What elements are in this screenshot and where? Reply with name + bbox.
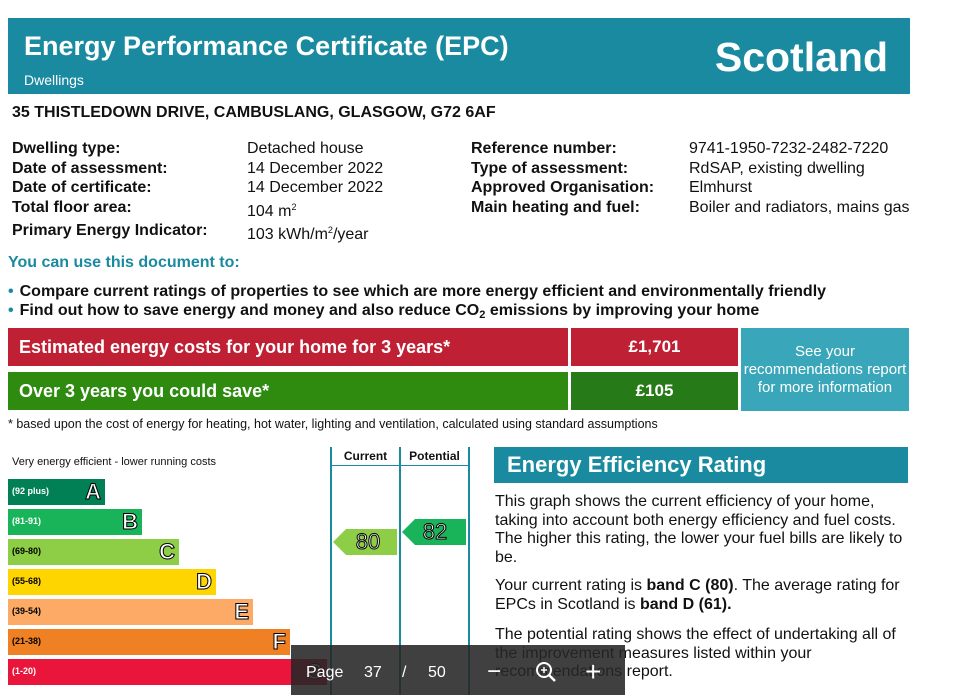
detail-row: Date of certificate: 14 December 2022 bbox=[12, 178, 383, 198]
band-letter: E bbox=[234, 599, 250, 625]
detail-label: Date of assessment: bbox=[12, 159, 168, 177]
column-divider bbox=[330, 447, 332, 695]
zoom-out-button[interactable]: − bbox=[487, 658, 502, 685]
detail-row: Main heating and fuel: Boiler and radiat… bbox=[471, 198, 911, 218]
detail-value: Elmhurst bbox=[689, 179, 753, 196]
certificate-subtitle: Dwellings bbox=[24, 72, 84, 88]
potential-rating-value: 82 bbox=[422, 519, 448, 545]
usage-bullets: • Compare current ratings of properties t… bbox=[8, 282, 826, 325]
column-divider bbox=[468, 447, 470, 695]
magnifier-icon[interactable] bbox=[535, 661, 557, 683]
eer-paragraph: Your current rating is band C (80). The … bbox=[495, 577, 900, 613]
band-range: (81-91) bbox=[12, 516, 42, 526]
current-rating-arrow bbox=[333, 529, 397, 555]
page-label: Page bbox=[306, 664, 344, 681]
band-a: (92 plus) A bbox=[8, 479, 105, 505]
band-letter: D bbox=[196, 569, 213, 595]
band-range: (1-20) bbox=[12, 666, 37, 676]
epc-header: Energy Performance Certificate (EPC) Dwe… bbox=[8, 18, 910, 94]
detail-row: Type of assessment: RdSAP, existing dwel… bbox=[471, 159, 911, 179]
current-page-input[interactable]: 37 bbox=[364, 664, 382, 681]
zoom-in-button[interactable]: + bbox=[585, 656, 602, 687]
detail-label: Approved Organisation: bbox=[471, 179, 655, 196]
bullet-icon: • bbox=[8, 302, 14, 319]
band-range: (92 plus) bbox=[12, 486, 50, 496]
detail-value: RdSAP, existing dwelling bbox=[689, 159, 865, 177]
country-label: Scotland bbox=[714, 34, 888, 80]
detail-row: Approved Organisation: Elmhurst bbox=[471, 178, 911, 198]
current-column-header: Current bbox=[343, 449, 388, 463]
band-c: (69-80) C bbox=[8, 539, 179, 565]
band-range: (39-54) bbox=[12, 606, 42, 616]
column-divider bbox=[399, 447, 401, 695]
potential-savings-value: £105 bbox=[571, 372, 738, 410]
detail-value: 14 December 2022 bbox=[247, 159, 384, 177]
detail-label: Reference number: bbox=[471, 140, 617, 157]
detail-row: Primary Energy Indicator: 103 kWh/m2/yea… bbox=[12, 221, 383, 245]
band-d: (55-68) D bbox=[8, 569, 216, 595]
bullet-item: • Compare current ratings of properties t… bbox=[8, 283, 827, 300]
certificate-title: Energy Performance Certificate (EPC) bbox=[24, 31, 509, 61]
details-right: Reference number: 9741-1950-7232-2482-72… bbox=[471, 139, 911, 217]
detail-label: Total floor area: bbox=[12, 198, 132, 216]
bullet-icon: • bbox=[8, 283, 14, 300]
use-document-heading: You can use this document to: bbox=[8, 254, 240, 271]
band-letter: C bbox=[159, 539, 176, 565]
detail-value: 14 December 2022 bbox=[247, 179, 384, 196]
detail-label: Dwelling type: bbox=[12, 140, 121, 157]
pdf-viewer-toolbar: Page 37 / 50 − + bbox=[291, 645, 625, 695]
detail-row: Total floor area: 104 m2 bbox=[12, 198, 383, 222]
band-letter: F bbox=[272, 629, 286, 655]
detail-row: Reference number: 9741-1950-7232-2482-72… bbox=[471, 139, 911, 159]
cost-footnote: * based upon the cost of energy for heat… bbox=[8, 417, 658, 431]
bullet-item: • Find out how to save energy and money a… bbox=[8, 302, 760, 321]
eer-paragraph: This graph shows the current efficiency … bbox=[495, 493, 903, 566]
detail-label: Primary Energy Indicator: bbox=[12, 222, 208, 239]
recommendations-link[interactable]: See your recommendations report for more… bbox=[741, 328, 909, 411]
detail-label: Date of certificate: bbox=[12, 179, 152, 196]
detail-value: Detached house bbox=[247, 140, 364, 157]
band-b: (81-91) B bbox=[8, 509, 142, 535]
scale-top-label: Very energy efficient - lower running co… bbox=[12, 456, 217, 468]
eer-heading: Energy Efficiency Rating bbox=[494, 447, 908, 483]
property-address: 35 THISTLEDOWN DRIVE, CAMBUSLANG, GLASGO… bbox=[12, 104, 496, 121]
band-e: (39-54) E bbox=[8, 599, 253, 625]
band-g: (1-20) G bbox=[8, 659, 327, 685]
current-rating-value: 80 bbox=[355, 529, 381, 555]
total-pages: 50 bbox=[428, 664, 446, 681]
page-separator: / bbox=[402, 664, 407, 681]
potential-savings-label: Over 3 years you could save* bbox=[8, 372, 568, 410]
column-header-rule bbox=[330, 465, 470, 466]
detail-value: 9741-1950-7232-2482-7220 bbox=[689, 140, 889, 157]
band-range: (21-38) bbox=[12, 636, 42, 646]
band-letter: B bbox=[122, 509, 139, 535]
estimated-costs-value: £1,701 bbox=[571, 328, 738, 366]
detail-label: Main heating and fuel: bbox=[471, 198, 640, 216]
band-range: (55-68) bbox=[12, 576, 42, 586]
recommendations-text: See your recommendations report for more… bbox=[743, 342, 907, 396]
detail-label: Type of assessment: bbox=[471, 159, 629, 177]
potential-column-header: Potential bbox=[409, 449, 460, 463]
detail-value: Boiler and radiators, mains gas bbox=[689, 198, 910, 216]
detail-value: 104 m2 bbox=[247, 201, 297, 220]
detail-row: Dwelling type: Detached house bbox=[12, 139, 383, 159]
band-f: (21-38) F bbox=[8, 629, 290, 655]
band-letter: A bbox=[85, 479, 102, 505]
potential-rating-arrow bbox=[402, 519, 466, 545]
details-left: Dwelling type: Detached house Date of as… bbox=[12, 139, 383, 245]
page-margin bbox=[944, 0, 962, 695]
detail-row: Date of assessment: 14 December 2022 bbox=[12, 159, 383, 179]
detail-value: 103 kWh/m2/year bbox=[247, 225, 369, 243]
estimated-costs-label: Estimated energy costs for your home for… bbox=[8, 328, 568, 366]
band-range: (69-80) bbox=[12, 546, 42, 556]
